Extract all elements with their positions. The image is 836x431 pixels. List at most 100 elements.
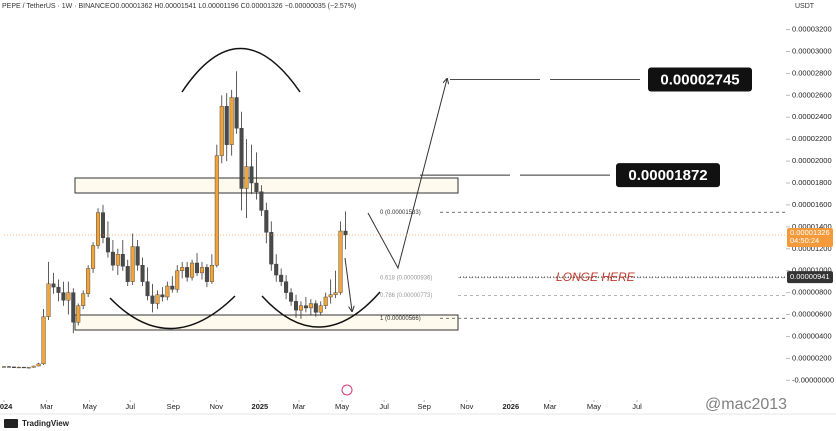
x-tick-label: Mar xyxy=(40,402,53,411)
candle-body xyxy=(195,262,200,274)
candle-body xyxy=(56,286,61,293)
entry-note: LONGE HERE xyxy=(556,270,636,284)
candle-body xyxy=(209,265,214,282)
fib-label: 0.618 (0.00000936) xyxy=(380,275,432,281)
candle-body xyxy=(16,366,21,369)
candle-body xyxy=(170,285,175,290)
y-tick-label: 0.00000400 xyxy=(792,331,832,340)
y-tick-label: 0.00001200 xyxy=(792,244,832,253)
x-tick-label: May xyxy=(587,402,601,411)
candle-body xyxy=(338,230,343,293)
left-arc xyxy=(109,295,236,330)
ohlc: O0.00001362 H0.00001541 L0.00001196 C0.0… xyxy=(110,3,356,10)
x-tick-label: Jul xyxy=(379,402,389,411)
y-tick-label: 0.00002000 xyxy=(792,156,832,165)
candle-body xyxy=(180,267,185,271)
candle-body xyxy=(110,251,115,266)
candle-body xyxy=(190,262,195,278)
candle-body xyxy=(86,268,91,294)
candle-body xyxy=(155,294,160,304)
candle-body xyxy=(289,292,294,302)
candle-body xyxy=(105,237,110,253)
candle-body xyxy=(2,366,6,368)
y-tick-label: 0.00000200 xyxy=(792,353,832,362)
countdown: 04:50:24 xyxy=(790,236,819,245)
candle-body xyxy=(298,305,303,311)
candle-body xyxy=(308,303,313,309)
y-tick-label: 0.00001000 xyxy=(792,266,832,275)
target-label: 0.00001872 xyxy=(628,167,707,184)
candle-body xyxy=(125,266,130,282)
y-tick-label: 0.00001400 xyxy=(792,222,832,231)
candle-body xyxy=(294,301,299,311)
pullback-arrow xyxy=(344,257,352,311)
x-tick-label: Jul xyxy=(632,402,642,411)
candle-body xyxy=(6,366,11,368)
x-tick-label: Jul xyxy=(125,402,135,411)
candle-body xyxy=(333,292,338,295)
y-tick-label: 0.00002600 xyxy=(792,90,832,99)
candle-body xyxy=(66,292,71,301)
candle-body xyxy=(199,267,204,274)
candle-body xyxy=(91,245,96,269)
event-icon xyxy=(341,384,353,396)
level-label: 0.00000941 xyxy=(790,272,830,281)
candle-body xyxy=(219,106,224,156)
candle-body xyxy=(130,246,135,282)
candle-body xyxy=(61,292,66,301)
fib-label: 0 (0.00001533) xyxy=(380,210,421,216)
y-tick-label: 0.00001800 xyxy=(792,178,832,187)
candle-body xyxy=(239,128,244,189)
candle-body xyxy=(284,281,289,293)
candle-body xyxy=(259,191,264,211)
candle-body xyxy=(313,303,318,313)
y-tick-label: 0.00001600 xyxy=(792,200,832,209)
y-tick-label: 0.00003200 xyxy=(792,25,832,34)
target-label: 0.00002745 xyxy=(660,71,739,88)
candle-body xyxy=(96,212,101,246)
top-arc xyxy=(181,47,301,93)
candle-body xyxy=(41,316,46,365)
candle-body xyxy=(323,296,328,306)
candle-body xyxy=(214,155,219,266)
candle-body xyxy=(135,246,140,266)
candle-body xyxy=(328,294,333,298)
candle-body xyxy=(185,267,190,278)
candle-body xyxy=(318,305,323,313)
candle-body xyxy=(115,254,120,266)
y-tick-label: 0.00003000 xyxy=(792,46,832,55)
candle-body xyxy=(36,363,41,367)
last-price-box xyxy=(787,227,833,247)
candle-body xyxy=(26,367,31,369)
last-price-label: 0.00001326 xyxy=(790,228,830,237)
resistance-zone xyxy=(74,177,459,194)
projection-path xyxy=(367,79,447,270)
x-tick-label: Sep xyxy=(167,402,180,411)
x-tick-label: Nov xyxy=(210,402,224,411)
candle-body xyxy=(165,285,170,298)
candle-body xyxy=(264,210,269,233)
candle-body xyxy=(175,270,180,290)
logo: TradingView xyxy=(22,419,70,428)
x-tick-label: Mar xyxy=(293,402,306,411)
fib-label: 1 (0.00000566) xyxy=(380,316,421,322)
target-box xyxy=(616,163,720,188)
candle-body xyxy=(234,97,239,129)
target-box xyxy=(648,67,752,92)
candle-body xyxy=(204,267,209,282)
x-tick-label: May xyxy=(83,402,97,411)
candle-body xyxy=(120,254,125,267)
x-tick-label: Nov xyxy=(460,402,474,411)
symbol: PEPE / TetherUS · 1W · BINANCE xyxy=(2,3,110,10)
y-tick-label: -0.00000000 xyxy=(792,375,834,384)
x-tick-label: May xyxy=(335,402,349,411)
candle-body xyxy=(249,166,254,184)
candle-body xyxy=(31,365,36,368)
candle-body xyxy=(11,366,16,368)
candle-body xyxy=(269,232,274,265)
candle-body xyxy=(71,292,76,323)
y-tick-label: 0.00002800 xyxy=(792,68,832,77)
x-tick-label: 2026 xyxy=(502,402,519,411)
candle-body xyxy=(140,265,145,282)
